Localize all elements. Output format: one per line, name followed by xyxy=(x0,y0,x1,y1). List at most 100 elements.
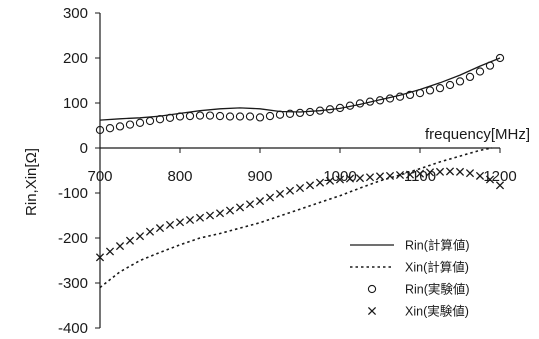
rin-measured-point xyxy=(265,111,275,121)
rin-measured-point xyxy=(385,94,395,103)
xin-measured-point xyxy=(165,220,175,230)
rin-measured-point xyxy=(435,84,445,93)
xin-measured-point xyxy=(315,178,325,187)
xin-measured-point xyxy=(145,227,155,236)
legend-label: Rin(計算値) xyxy=(405,238,470,253)
xin-measured-point xyxy=(105,247,115,256)
rin-measured-point xyxy=(195,111,205,120)
xin-measured-point xyxy=(475,171,485,180)
xin-measured-point xyxy=(195,213,205,222)
xin-measured-point xyxy=(285,186,295,195)
xin-measured-point xyxy=(405,170,415,179)
rin-measured-point xyxy=(125,120,135,129)
rin-measured-point xyxy=(105,124,115,133)
y-tick-label: -400 xyxy=(58,320,88,337)
rin-measured-point xyxy=(445,80,455,90)
x-tick-label: 800 xyxy=(167,168,192,185)
rin-measured-point xyxy=(215,111,225,121)
legend: Rin(計算値) Xin(計算値) Rin(実験値) Xin(実験値) xyxy=(350,238,470,319)
rin-measured-point xyxy=(365,97,375,106)
rin-measured-point xyxy=(325,105,335,114)
rin-measured-point xyxy=(415,88,425,98)
xin-measured-point xyxy=(415,169,425,178)
rin-measured-point xyxy=(425,86,435,95)
xin-measured-point xyxy=(465,169,475,178)
rin-measured-point xyxy=(485,61,495,70)
x-tick-label: 700 xyxy=(87,168,112,185)
xin-measured-point xyxy=(215,209,225,218)
xin-measured-point xyxy=(115,242,125,251)
y-axis: -400 -300 -200 -100 0 100 200 300 xyxy=(58,5,101,337)
xin-measured-point xyxy=(185,215,195,225)
xin-measured-point xyxy=(385,171,395,180)
y-tick-label: -300 xyxy=(58,275,88,292)
xin-calculated-line xyxy=(99,147,493,289)
rin-measured-point xyxy=(295,108,305,118)
xin-measured-point xyxy=(485,175,495,184)
y-axis-label: Rin,Xin[Ω] xyxy=(23,148,40,216)
rin-measured-point xyxy=(345,101,355,110)
rin-measured-point xyxy=(395,92,405,101)
xin-measured-point xyxy=(395,170,405,180)
xin-measured-point xyxy=(295,183,305,193)
rin-measured-point xyxy=(165,113,175,122)
rin-measured-point xyxy=(235,112,245,121)
rin-measured-point xyxy=(255,113,265,122)
rin-measured-point xyxy=(405,90,415,100)
xin-measured-point xyxy=(345,174,355,183)
xin-measured-point xyxy=(355,174,365,183)
rin-measured-point xyxy=(95,125,105,135)
rin-measured-point xyxy=(305,107,315,117)
rin-measured-point xyxy=(315,106,325,115)
rin-measured-point xyxy=(225,112,235,121)
legend-label: Xin(実験値) xyxy=(405,304,469,319)
xin-measured-point xyxy=(155,224,165,233)
rin-measured-point xyxy=(335,103,345,113)
xin-measured-point xyxy=(335,175,345,184)
x-axis-label: frequency[MHz] xyxy=(425,126,530,143)
xin-measured-point xyxy=(455,167,465,176)
y-tick-label: -200 xyxy=(58,230,88,247)
y-tick-label: 0 xyxy=(80,140,88,157)
rin-measured-point xyxy=(145,116,155,126)
xin-measured-point xyxy=(135,232,145,241)
x-axis: 700 800 900 1000 1100 1200 xyxy=(87,147,517,185)
rin-measured-point xyxy=(455,77,465,86)
y-tick-label: 200 xyxy=(63,50,88,67)
xin-measured-point xyxy=(275,189,285,198)
legend-label: Xin(計算値) xyxy=(405,260,469,275)
y-tick-label: -100 xyxy=(58,185,88,202)
xin-measured-point xyxy=(125,236,135,245)
xin-measured-point xyxy=(445,167,455,176)
xin-measured-point xyxy=(325,176,335,185)
rin-measured-point xyxy=(115,122,125,131)
legend-label: Rin(実験値) xyxy=(405,282,470,297)
rin-measured-point xyxy=(495,53,505,63)
xin-measured-point xyxy=(305,181,315,190)
rin-measured-point xyxy=(465,72,475,82)
legend-swatch-xin-measured xyxy=(367,306,377,316)
rin-measured-point xyxy=(155,115,165,124)
x-tick-label: 900 xyxy=(247,168,272,185)
xin-measured-point xyxy=(95,253,105,262)
rin-measured-point xyxy=(205,111,215,120)
rin-measured-point xyxy=(355,99,365,108)
xin-measured-point xyxy=(425,168,435,177)
series-group xyxy=(95,53,505,289)
rin-measured-point xyxy=(135,118,145,127)
xin-measured-point xyxy=(365,173,375,182)
xin-measured-point xyxy=(265,193,275,202)
legend-swatch-rin-measured xyxy=(367,284,377,294)
rin-measured-point xyxy=(475,67,485,76)
x-tick-label: 1200 xyxy=(483,168,516,185)
rin-calculated-line xyxy=(99,57,501,121)
rin-measured-point xyxy=(175,112,185,121)
rin-measured-point xyxy=(185,111,195,121)
rin-measured-point xyxy=(275,110,285,119)
xin-measured-point xyxy=(245,200,255,209)
xin-measured-point xyxy=(175,218,185,227)
xin-measured-point xyxy=(205,211,215,220)
xin-measured-point xyxy=(375,172,385,181)
rin-measured-point xyxy=(285,109,295,118)
